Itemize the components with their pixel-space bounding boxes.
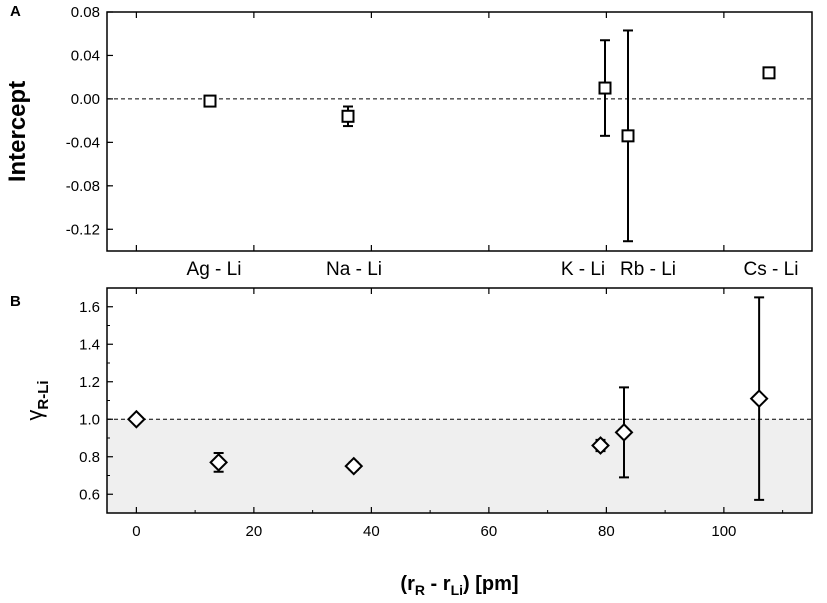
x-tick-label-b: 20 xyxy=(246,523,263,540)
category-label: Ag - Li xyxy=(187,259,242,280)
y-tick-label-a: -0.04 xyxy=(66,134,100,151)
x-axis-title-part: (r xyxy=(400,573,415,595)
data-point-square xyxy=(762,66,776,80)
data-point-diamond xyxy=(749,389,769,409)
x-tick-label-b: 60 xyxy=(481,523,498,540)
y-tick-label-a: -0.08 xyxy=(66,178,100,195)
x-axis-title-subscript: R xyxy=(415,582,425,598)
x-tick-label-b: 0 xyxy=(132,523,140,540)
shaded-region-b xyxy=(107,419,812,513)
data-point-diamond xyxy=(591,436,610,455)
category-label: K - Li xyxy=(561,259,605,280)
x-axis-title-b: (rR - rLi) [pm] xyxy=(400,573,518,598)
y-axis-title-a: Intercept xyxy=(4,81,31,182)
y-tick-label-a: -0.12 xyxy=(66,221,100,238)
y-tick-label-b: 0.6 xyxy=(79,486,100,503)
category-label: Na - Li xyxy=(326,259,382,280)
panel-b: 1.6 1.4 1.2 1.0 0.8 0.6 0 20 40 60 80 100 BγR-Li (rR … xyxy=(10,287,813,598)
x-axis-title-subscript: Li xyxy=(451,582,463,598)
data-point-diamond xyxy=(126,409,146,429)
y-tick-label-b: 1.0 xyxy=(79,411,100,428)
category-label: Cs - Li xyxy=(744,259,799,280)
y-axis-title-b: γR-Li xyxy=(22,380,52,420)
y-tick-label-a: 0.00 xyxy=(71,91,100,108)
data-point-diamond xyxy=(614,422,634,442)
y-tick-label-b: 1.4 xyxy=(79,336,100,353)
data-point-square xyxy=(341,109,355,123)
y-tick-label-b: 1.6 xyxy=(79,299,100,316)
data-point-square xyxy=(621,129,635,143)
y-axis-title-subscript: R-Li xyxy=(35,380,52,409)
data-point-diamond xyxy=(344,456,364,476)
x-axis-title-part: - r xyxy=(425,573,451,595)
y-axis-title-symbol: γ xyxy=(22,410,47,421)
data-point-square xyxy=(203,94,217,108)
data-point-diamond xyxy=(209,452,229,472)
y-tick-label-b: 0.8 xyxy=(79,449,100,466)
x-tick-label-b: 80 xyxy=(598,523,615,540)
data-point-square xyxy=(598,81,612,95)
panel-label-b: B xyxy=(10,293,21,310)
x-axis-title-part: ) [pm] xyxy=(463,573,519,595)
y-tick-label-a: 0.04 xyxy=(71,47,100,64)
x-tick-label-b: 40 xyxy=(363,523,380,540)
y-tick-label-b: 1.2 xyxy=(79,374,100,391)
x-tick-label-b: 100 xyxy=(711,523,736,540)
plot-frame-a xyxy=(106,11,813,252)
panel-label-a: A xyxy=(10,3,21,20)
panel-a: 0.08 0.04 0.00 -0.04 -0.08 -0.12 Ag - Li Na - L… xyxy=(4,3,813,280)
category-label: Rb - Li xyxy=(620,259,676,280)
y-tick-label-a: 0.08 xyxy=(71,4,100,21)
